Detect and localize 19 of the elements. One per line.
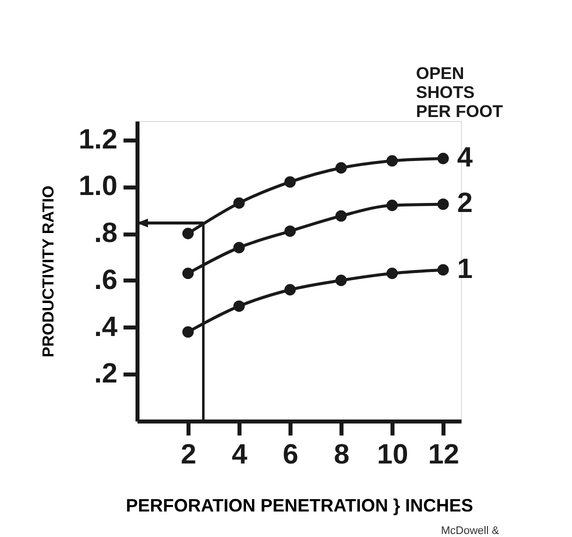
text: McDowell & [441,525,500,537]
x-axis-title: PERFORATION PENETRATION } INCHES [126,496,474,516]
y-axis-title: PRODUCTIVITY RATIO [40,186,58,358]
y-tick-label: .2 [94,358,118,389]
y-tick-label: .8 [94,217,118,248]
series-label: 4 [457,142,474,172]
series-label: 2 [457,187,473,218]
y-tick-label: 1.0 [78,170,118,202]
x-tick-label: 2 [180,438,196,470]
y-tick-label: 1.2 [78,123,118,154]
series-label: 1 [457,252,473,284]
x-tick-label: 12 [428,438,460,470]
legend-title: OPEN SHOTS PER FOOT [416,64,504,121]
x-tick-label: 6 [282,438,298,470]
y-tick-label: .6 [94,264,118,295]
x-tick-label: 8 [334,438,350,470]
y-tick-label: .4 [94,310,118,342]
x-tick-label: 10 [377,438,408,470]
x-tick-label: 4 [232,438,248,470]
